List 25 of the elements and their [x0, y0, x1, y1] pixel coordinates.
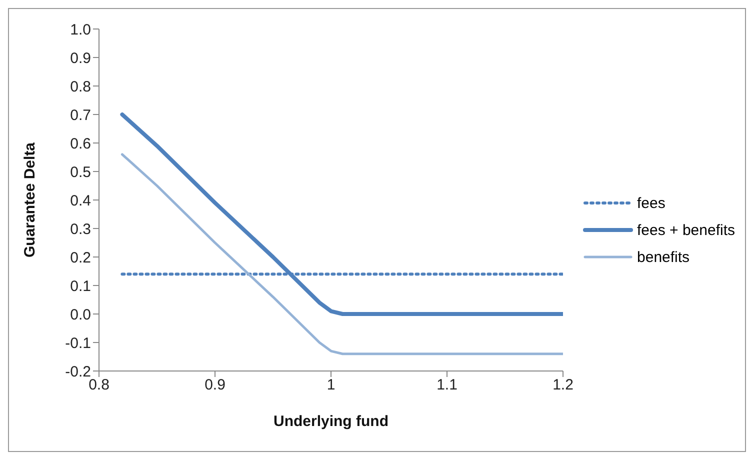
- y-tick-label: 0.8: [70, 78, 91, 96]
- legend-label: fees + benefits: [637, 222, 735, 238]
- y-tick-label: -0.2: [65, 363, 91, 380]
- y-tick-label: 1.0: [70, 21, 91, 38]
- y-tick-label: 0.5: [70, 164, 91, 181]
- y-tick-label: -0.1: [65, 334, 91, 352]
- legend-label: fees: [637, 194, 666, 212]
- x-tick-label: 0.9: [204, 376, 226, 394]
- line-series: [120, 153, 564, 356]
- y-tick-label: 0.9: [70, 50, 91, 67]
- y-tick-label: 0.6: [70, 135, 91, 152]
- y-axis-title: Guarantee Delta: [21, 142, 38, 258]
- y-tick-label: 0.4: [70, 192, 91, 210]
- y-tick-label: 0.7: [70, 106, 91, 124]
- y-tick-label: 0.2: [70, 249, 91, 266]
- x-axis-title: Underlying fund: [274, 413, 389, 430]
- y-tick-label: 0.1: [70, 278, 91, 295]
- x-tick-label: 0.8: [88, 376, 110, 394]
- x-tick-label: 1: [326, 376, 336, 394]
- line-series: [120, 112, 564, 316]
- legend-label: benefits: [637, 248, 690, 266]
- x-tick-label: 1.1: [436, 376, 458, 394]
- y-tick-label: 0.0: [70, 306, 91, 324]
- y-tick-label: 0.3: [70, 220, 91, 238]
- x-tick-label: 1.2: [552, 376, 574, 394]
